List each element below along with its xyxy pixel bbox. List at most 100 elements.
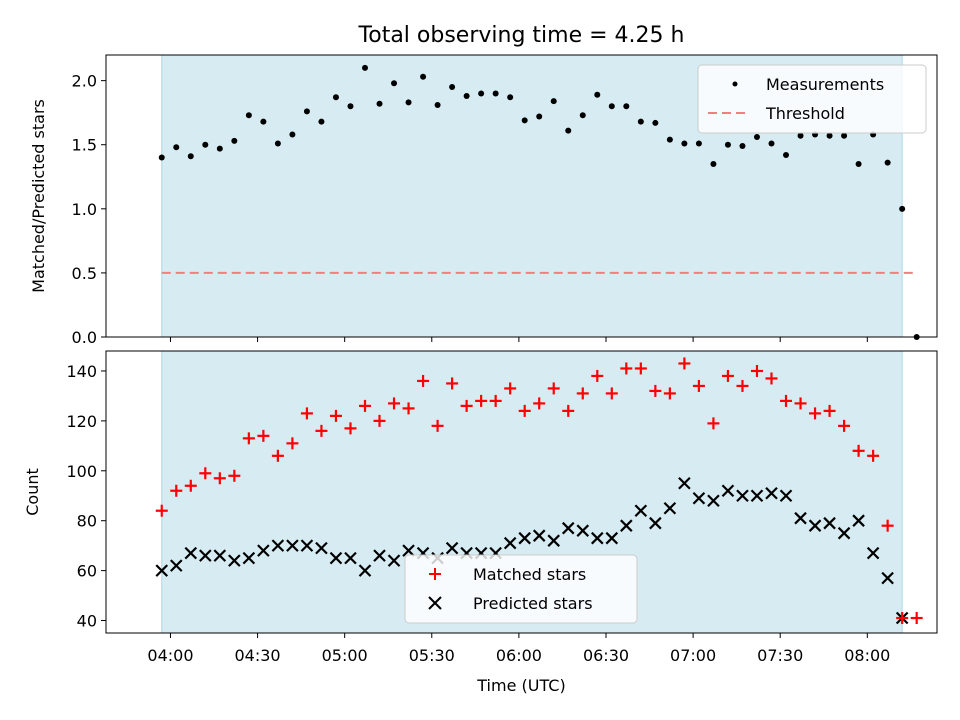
measurement-point: [550, 98, 557, 105]
matched-star-point: [838, 419, 851, 432]
top-y-axis-label: Matched/Predicted stars: [29, 99, 48, 293]
measurement-point: [332, 94, 339, 101]
matched-star-point: [518, 404, 531, 417]
x-tick-label: 05:00: [322, 646, 368, 665]
measurement-point: [637, 118, 644, 125]
top-y-tick-label: 1.0: [72, 200, 97, 219]
predicted-star-point: [286, 539, 299, 552]
predicted-star-stroke: [315, 541, 328, 555]
predicted-star-stroke: [605, 531, 619, 545]
measurement-point: [521, 117, 528, 124]
x-tick-label: 06:00: [496, 646, 542, 665]
measurement-point: [492, 90, 499, 97]
predicted-star-stroke: [344, 551, 357, 565]
measurement-point: [666, 136, 673, 143]
predicted-star-stroke: [184, 546, 198, 560]
predicted-star-points: [155, 476, 909, 625]
measurement-point: [899, 205, 906, 212]
predicted-star-stroke: [779, 489, 793, 503]
measurement-point: [594, 91, 601, 98]
measurement-point: [347, 103, 354, 110]
predicted-star-point: [736, 489, 749, 503]
matched-star-point: [358, 399, 371, 412]
x-tick-label: 04:30: [235, 646, 281, 665]
matched-star-point: [242, 432, 255, 445]
predicted-star-stroke: [663, 501, 677, 515]
predicted-star-stroke: [765, 486, 778, 500]
legend-label-threshold: Threshold: [765, 104, 845, 123]
predicted-star-stroke: [199, 549, 212, 562]
measurement-point: [216, 145, 223, 152]
top-y-tick-label: 0.5: [72, 264, 97, 283]
predicted-star-stroke: [155, 564, 169, 577]
matched-star-point: [794, 397, 807, 410]
measurement-point: [391, 80, 398, 87]
bottom-y-axis-label: Count: [23, 468, 42, 516]
predicted-star-point: [823, 516, 836, 530]
matched-star-point: [199, 467, 212, 480]
predicted-star-stroke: [561, 521, 575, 535]
predicted-star-stroke: [271, 539, 285, 552]
predicted-star-point: [242, 551, 256, 565]
predicted-star-point: [591, 531, 604, 545]
measurement-point: [202, 141, 209, 148]
measurement-point: [507, 94, 514, 101]
matched-star-point: [547, 382, 560, 395]
predicted-star-stroke: [852, 514, 865, 527]
predicted-star-point: [358, 564, 372, 577]
predicted-star-stroke: [736, 489, 749, 503]
predicted-star-stroke: [866, 546, 880, 560]
top-legend-box: [697, 64, 927, 134]
predicted-star-point: [750, 489, 764, 503]
predicted-star-stroke: [707, 494, 720, 508]
matched-star-point: [257, 429, 270, 442]
predicted-star-point: [678, 476, 691, 490]
measurement-point: [855, 160, 862, 167]
bottom-x-ticks: 04:00 04:30 05:00 05:30 06:00 06:30 07:00 07:30…: [147, 633, 890, 665]
predicted-star-stroke: [228, 554, 241, 567]
matched-star-point: [809, 407, 822, 420]
predicted-star-point: [532, 529, 546, 542]
measurement-point: [303, 108, 310, 115]
matched-star-point: [228, 469, 241, 482]
predicted-star-point: [561, 521, 575, 535]
top-panel: 0.0 0.5 1.0 1.5 2.0 Total observing time = 4…: [29, 23, 938, 347]
predicted-star-point: [329, 551, 343, 565]
measurement-point: [623, 103, 630, 110]
matched-star-point: [344, 422, 357, 435]
matched-star-point: [620, 362, 633, 375]
top-axes-frame: [105, 54, 938, 338]
bottom-y-tick-label: 100: [66, 462, 97, 481]
matched-star-point: [721, 369, 734, 382]
matched-star-point: [780, 394, 793, 407]
measurement-point: [826, 132, 833, 139]
bottom-y-tick-label: 60: [77, 562, 97, 581]
predicted-star-stroke: [547, 534, 561, 547]
bottom-y-tick-label: 80: [77, 512, 97, 531]
bottom-y-ticks: 40 60 80 100 120 140: [66, 362, 106, 631]
legend-label-matched: Matched stars: [473, 565, 586, 584]
predicted-star-stroke: [634, 504, 648, 517]
measurement-point: [739, 143, 746, 150]
measurement-point: [565, 127, 572, 134]
matched-star-point: [286, 437, 299, 450]
predicted-star-point: [257, 544, 270, 557]
measurement-point: [681, 140, 688, 147]
predicted-star-point: [779, 489, 793, 503]
predicted-star-stroke: [358, 564, 372, 577]
predicted-star-point: [213, 549, 227, 562]
predicted-star-stroke: [532, 529, 546, 542]
predicted-star-point: [300, 539, 314, 552]
predicted-star-point: [445, 541, 459, 555]
predicted-star-point: [184, 546, 198, 560]
predicted-star-point: [692, 491, 706, 505]
bottom-legend: Matched stars Predicted stars: [404, 554, 638, 624]
matched-star-points: [155, 357, 923, 625]
matched-star-point: [634, 362, 647, 375]
measurement-point: [724, 141, 731, 148]
measurement-point: [173, 144, 180, 151]
chart-title: Total observing time = 4.25 h: [358, 23, 685, 48]
matched-star-point: [489, 394, 502, 407]
matched-star-point: [896, 612, 909, 625]
measurement-point: [449, 84, 456, 91]
